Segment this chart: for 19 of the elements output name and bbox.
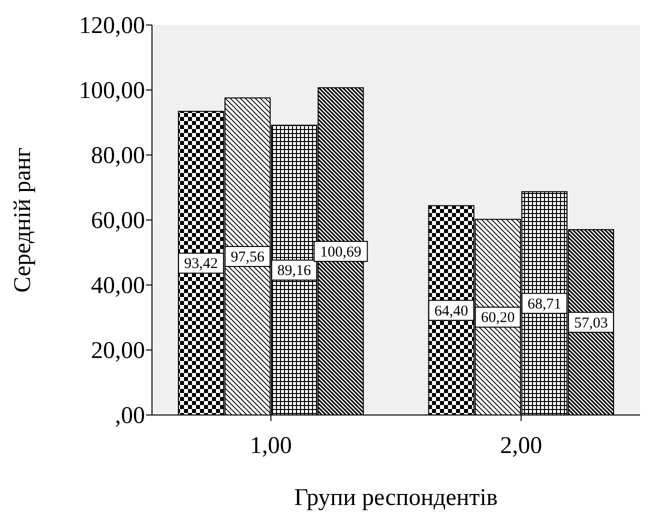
data-label: 60,20 [480, 310, 515, 326]
y-axis-title: Середній ранг [10, 147, 36, 293]
data-label: 68,71 [528, 296, 562, 312]
data-label: 100,69 [320, 244, 362, 260]
data-label: 57,03 [574, 315, 608, 332]
data-label: 93,42 [184, 256, 218, 272]
y-tick-label: ,00 [115, 403, 145, 429]
y-tick-label: 80,00 [91, 143, 145, 169]
data-label: 97,56 [230, 249, 265, 266]
y-tick-label: 100,00 [79, 78, 145, 104]
y-tick-label: 40,00 [91, 273, 145, 299]
x-axis-title: Групи респондентів [294, 485, 498, 511]
x-tick-label: 1,00 [250, 433, 292, 459]
data-label: 89,16 [277, 263, 312, 280]
y-tick-label: 20,00 [91, 338, 145, 364]
y-tick-label: 60,00 [91, 208, 145, 234]
data-label: 64,40 [434, 303, 468, 320]
y-tick-label: 120,00 [79, 13, 145, 39]
x-tick-label: 2,00 [500, 433, 542, 459]
